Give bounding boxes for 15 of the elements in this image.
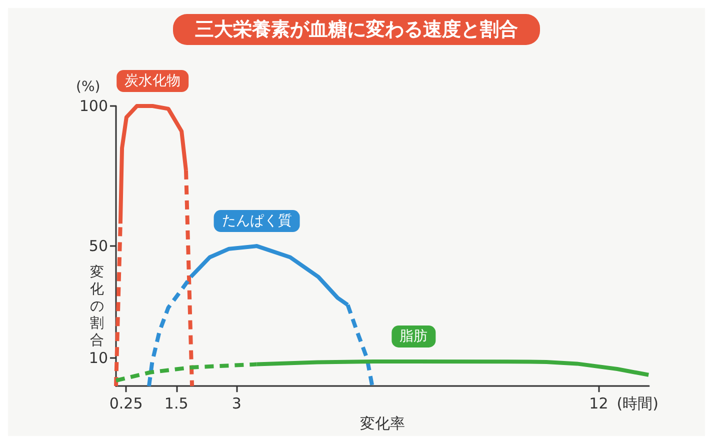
- y-tick-label: 50: [88, 237, 108, 256]
- x-tick-label: 3: [232, 394, 242, 413]
- x-axis-title: 変化率: [360, 414, 405, 432]
- text: (%): [76, 79, 100, 95]
- text: (時間): [616, 394, 658, 413]
- x-tick-label: 0.25: [109, 394, 143, 413]
- chart-title: 三大栄養素が血糖に変わる速度と割合: [195, 18, 518, 40]
- x-tick-label: 1.5: [164, 394, 188, 413]
- y-axis-title: 変化の割合: [90, 264, 104, 348]
- y-tick-label: 100: [79, 97, 108, 115]
- series-label: 炭水化物: [124, 73, 181, 89]
- x-tick-label: 12: [589, 394, 608, 413]
- y-tick-label: 10: [88, 349, 108, 368]
- series-label: 脂肪: [400, 328, 428, 344]
- series-label: たんぱく質: [222, 213, 292, 230]
